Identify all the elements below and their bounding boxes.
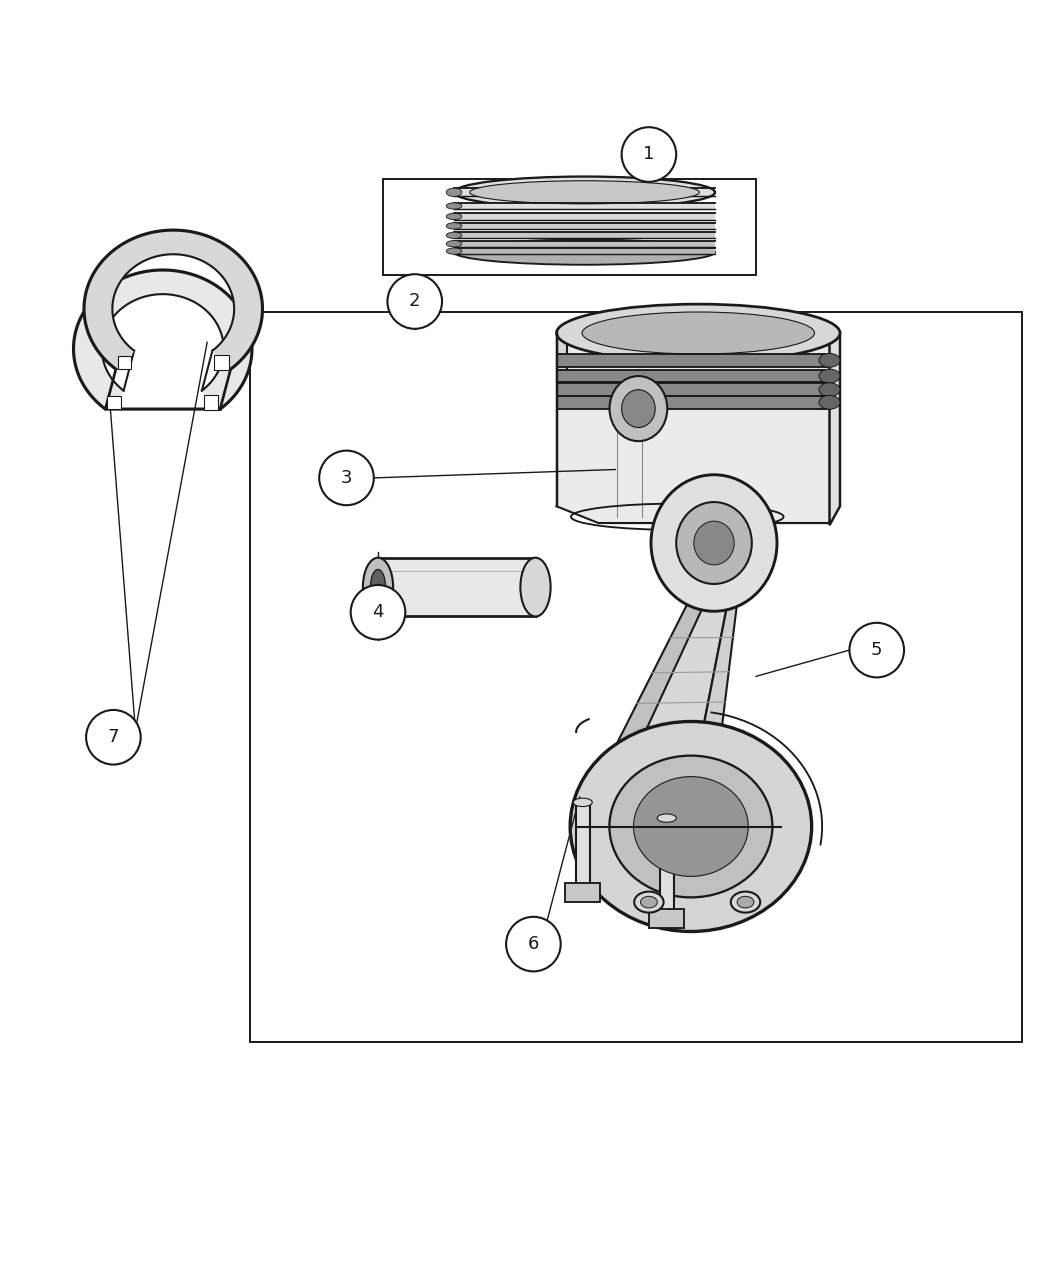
Circle shape (86, 710, 141, 765)
Bar (454, 232, 715, 238)
FancyBboxPatch shape (204, 394, 218, 411)
Polygon shape (701, 603, 737, 741)
Ellipse shape (446, 247, 462, 254)
Ellipse shape (446, 189, 462, 196)
Ellipse shape (731, 891, 760, 913)
Bar (556, 397, 830, 408)
Circle shape (351, 585, 405, 640)
Polygon shape (830, 333, 840, 525)
Bar (454, 213, 715, 219)
Bar (649, 909, 685, 928)
Ellipse shape (651, 474, 777, 611)
Ellipse shape (573, 798, 592, 807)
Ellipse shape (676, 502, 752, 584)
Ellipse shape (446, 232, 462, 238)
Ellipse shape (737, 896, 754, 908)
Text: 1: 1 (644, 145, 654, 163)
Bar (454, 247, 715, 254)
Ellipse shape (469, 181, 699, 204)
FancyBboxPatch shape (118, 356, 131, 370)
FancyBboxPatch shape (214, 354, 229, 371)
Ellipse shape (622, 390, 655, 427)
Polygon shape (556, 333, 567, 384)
Circle shape (387, 274, 442, 329)
Text: 5: 5 (872, 641, 882, 659)
Bar (556, 354, 830, 367)
Bar (454, 189, 715, 196)
Bar (250, 312, 1022, 1042)
Ellipse shape (633, 776, 749, 876)
Ellipse shape (819, 395, 840, 409)
Ellipse shape (570, 722, 812, 932)
Bar (576, 802, 590, 885)
Ellipse shape (640, 896, 657, 908)
Ellipse shape (363, 557, 393, 617)
Bar (454, 241, 715, 247)
Polygon shape (74, 270, 252, 409)
Polygon shape (640, 608, 727, 737)
Circle shape (319, 450, 374, 505)
Text: 7: 7 (108, 728, 119, 746)
Ellipse shape (819, 353, 840, 367)
Bar (556, 384, 830, 397)
Polygon shape (84, 230, 262, 370)
Ellipse shape (454, 176, 715, 208)
Bar (454, 203, 715, 209)
Ellipse shape (454, 240, 715, 265)
Bar (565, 884, 601, 903)
Polygon shape (617, 603, 704, 742)
Bar (556, 370, 830, 382)
Ellipse shape (446, 203, 462, 209)
Text: 3: 3 (341, 469, 352, 487)
Bar (454, 223, 715, 230)
Ellipse shape (521, 557, 550, 617)
Ellipse shape (819, 382, 840, 397)
Bar (378, 557, 536, 617)
Ellipse shape (556, 305, 840, 362)
Ellipse shape (609, 756, 773, 898)
Ellipse shape (634, 891, 664, 913)
Text: 6: 6 (528, 935, 539, 954)
Ellipse shape (446, 223, 462, 230)
Circle shape (506, 917, 561, 972)
Text: 2: 2 (410, 292, 420, 311)
Circle shape (849, 622, 904, 677)
Ellipse shape (819, 370, 840, 382)
Ellipse shape (446, 241, 462, 247)
FancyBboxPatch shape (107, 395, 121, 409)
Polygon shape (556, 333, 830, 525)
Ellipse shape (609, 376, 668, 441)
Text: 4: 4 (373, 603, 383, 621)
Ellipse shape (446, 213, 462, 219)
Bar (660, 819, 674, 912)
Circle shape (622, 128, 676, 182)
Bar (383, 179, 756, 275)
Ellipse shape (371, 570, 385, 604)
Ellipse shape (582, 312, 815, 354)
Ellipse shape (657, 813, 676, 822)
Ellipse shape (694, 521, 734, 565)
